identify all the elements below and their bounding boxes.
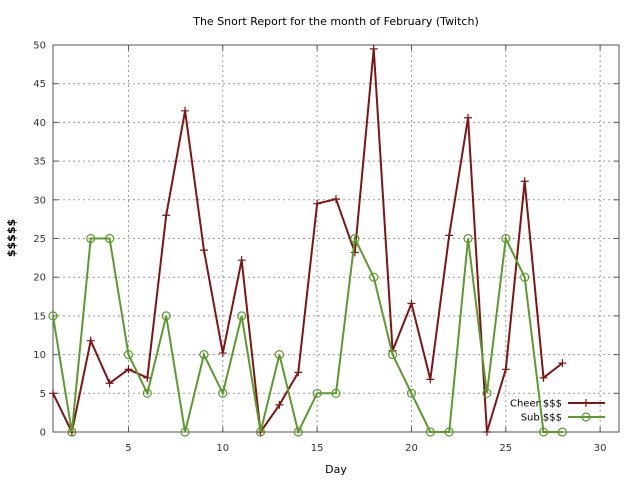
data-point — [181, 106, 190, 115]
data-point — [124, 365, 133, 374]
data-point — [199, 350, 209, 360]
data-point — [501, 365, 510, 374]
data-point — [67, 427, 77, 437]
data-point — [48, 311, 58, 321]
legend: Cheer $$$ Sub $$$ — [510, 399, 605, 424]
data-point — [520, 272, 530, 282]
data-point — [425, 427, 435, 437]
y-tick-label: 40 — [33, 118, 46, 129]
x-tick-label: 5 — [125, 443, 131, 454]
data-point — [237, 256, 246, 265]
data-point — [426, 375, 435, 384]
legend-label: Cheer $$$ — [510, 399, 562, 410]
data-point — [482, 388, 492, 398]
series-line — [52, 48, 564, 436]
data-point — [293, 427, 303, 437]
data-point — [49, 389, 57, 398]
series-line — [52, 235, 563, 435]
data-point — [104, 233, 115, 244]
data-point — [332, 195, 340, 204]
chart-title: The Snort Report for the month of Februa… — [192, 15, 479, 28]
data-point — [312, 388, 322, 398]
data-point — [407, 299, 416, 308]
x-tick-label: 10 — [216, 443, 229, 454]
legend-label: Sub $$$ — [521, 413, 562, 424]
y-tick-label: 20 — [33, 273, 46, 284]
y-tick-label: 5 — [40, 389, 46, 400]
data-point — [237, 311, 247, 321]
legend-marker — [582, 399, 590, 407]
data-point — [520, 177, 529, 186]
y-tick-label: 25 — [33, 234, 46, 245]
data-point — [275, 400, 284, 409]
data-point — [86, 336, 95, 345]
data-point — [123, 350, 134, 360]
data-point — [105, 379, 114, 388]
data-point — [539, 373, 548, 382]
data-point — [274, 350, 284, 360]
series-layer — [48, 44, 568, 437]
axis-ticks: 0 5 10 15 20 25 30 35 40 45 50 5 10 15 20 25 30 — [33, 41, 619, 454]
data-point — [218, 349, 227, 358]
data-point — [406, 388, 417, 398]
x-tick-label: 15 — [311, 443, 324, 454]
legend-marker — [581, 412, 591, 422]
x-axis-label: Day — [325, 463, 347, 476]
data-point — [501, 233, 511, 244]
x-tick-label: 20 — [405, 443, 418, 454]
y-tick-label: 0 — [40, 428, 46, 439]
data-point — [463, 233, 473, 244]
data-point — [313, 199, 322, 208]
y-tick-label: 35 — [33, 157, 46, 168]
data-point — [162, 211, 171, 220]
data-point — [369, 44, 378, 53]
data-point — [180, 427, 190, 437]
data-point — [142, 388, 152, 398]
y-tick-label: 50 — [33, 41, 46, 52]
y-tick-label: 15 — [33, 311, 46, 322]
data-point — [199, 246, 208, 255]
x-tick-label: 30 — [594, 443, 607, 454]
series-sub — [48, 233, 568, 437]
data-point — [331, 388, 341, 398]
data-point — [143, 373, 152, 382]
data-point — [86, 233, 96, 244]
data-point — [218, 388, 228, 398]
y-tick-label: 45 — [33, 79, 46, 90]
data-point — [558, 359, 567, 368]
data-point — [255, 427, 266, 437]
x-tick-label: 25 — [499, 443, 512, 454]
data-point — [444, 427, 454, 437]
y-tick-label: 30 — [33, 195, 46, 206]
data-point — [538, 427, 549, 437]
y-tick-label: 10 — [33, 350, 46, 361]
data-point — [294, 368, 303, 377]
data-point — [161, 311, 171, 321]
data-point — [388, 350, 398, 360]
data-point — [369, 272, 379, 282]
data-point — [482, 428, 491, 436]
data-point — [350, 233, 360, 244]
data-point — [464, 113, 473, 122]
data-point — [445, 231, 454, 240]
data-point — [557, 427, 568, 437]
y-axis-label: $$$$$ — [5, 219, 18, 257]
